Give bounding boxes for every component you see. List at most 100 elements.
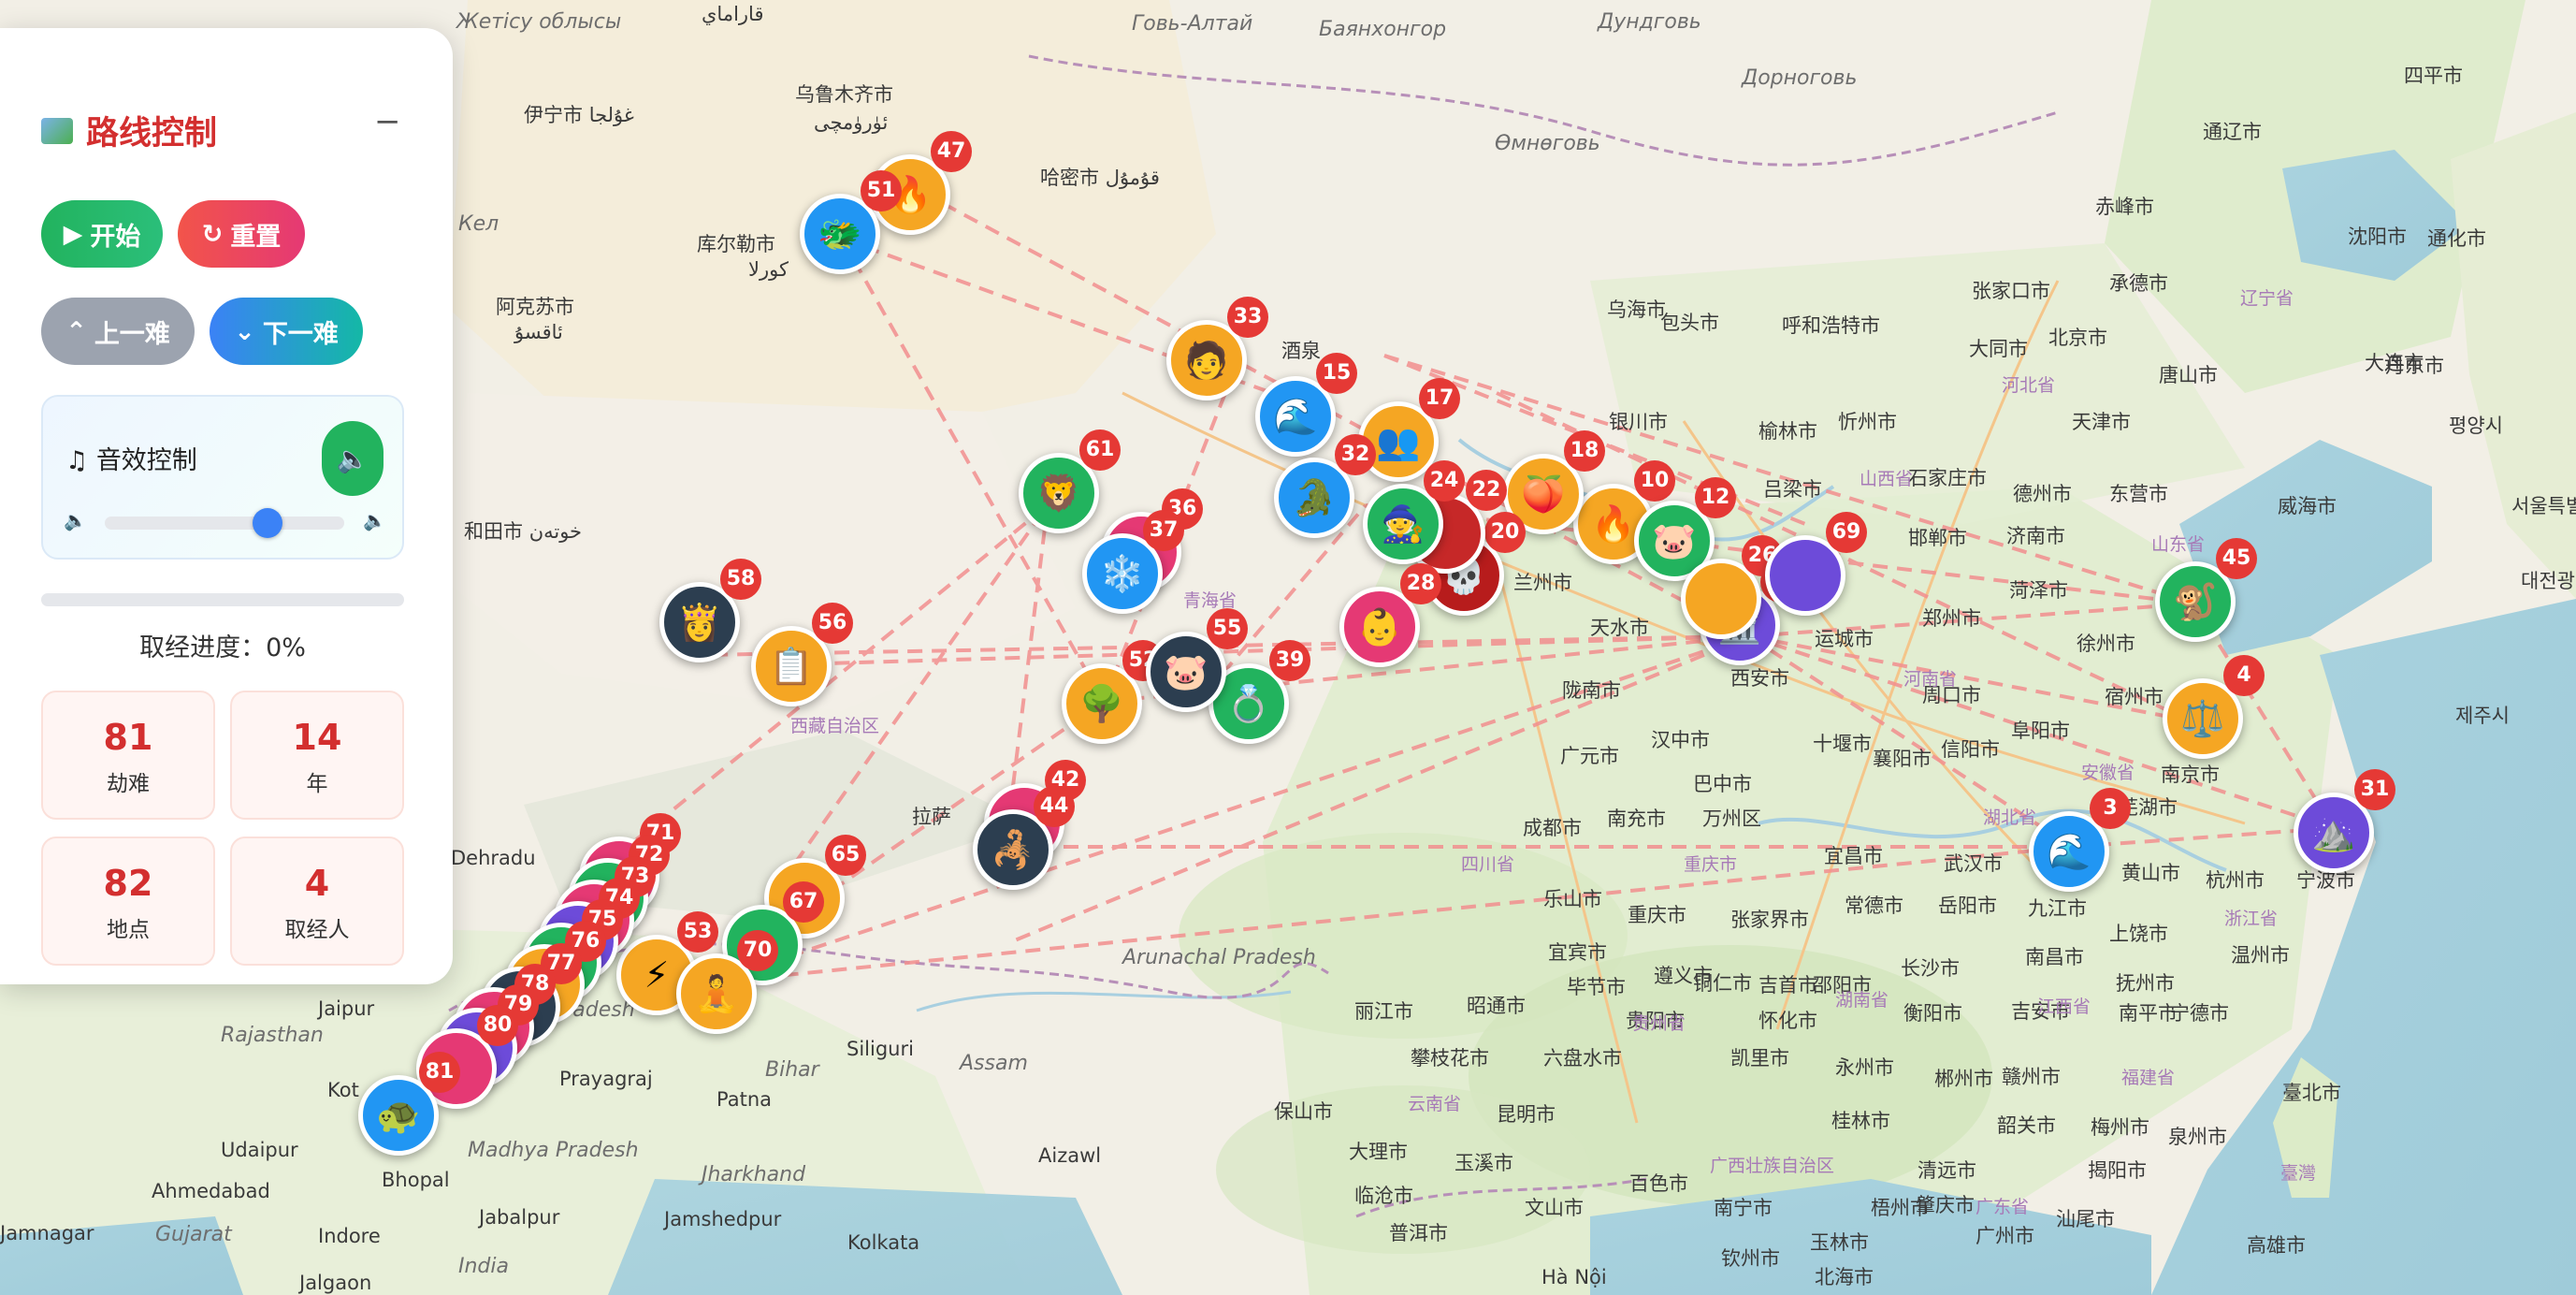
marker-icon: 🦁 (1036, 473, 1081, 514)
marker-number-badge: 17 (1419, 378, 1460, 419)
marker-icon: 🌊 (2047, 831, 2091, 872)
label-chongqing-prov: 重庆市 (1684, 854, 1737, 875)
stat-value: 82 (103, 863, 153, 904)
music-note-icon: ♫ (65, 446, 89, 475)
minimize-button[interactable]: − (374, 103, 401, 140)
label-nanchang: 南昌市 (2025, 946, 2084, 968)
label-chengdu: 成都市 (1523, 817, 1582, 839)
marker-icon: ⚡ (644, 954, 670, 996)
label-tianshui: 天水市 (1590, 617, 1649, 639)
route-marker[interactable]: ❄️ 37 (1082, 510, 1184, 614)
refresh-icon: ↻ (201, 219, 224, 249)
label-liaoning: 辽宁省 (2240, 288, 2294, 309)
route-marker[interactable]: 🐢 81 (358, 1052, 460, 1156)
label-dehradun: Dehradu (451, 847, 536, 869)
label-zhaotong: 昭通市 (1467, 995, 1526, 1017)
route-marker[interactable]: 👶 28 (1339, 563, 1441, 667)
stat-card-years: 14 年 (230, 691, 404, 820)
sound-toggle-button[interactable]: 🔈 (322, 421, 384, 496)
label-shaoguan: 韶关市 (1997, 1114, 2056, 1137)
label-hengyang: 衡阳市 (1903, 1002, 1962, 1025)
start-label: 开始 (90, 222, 141, 252)
next-step-button[interactable]: ⌄ 下一难 (210, 298, 363, 365)
route-marker[interactable]: ⚖️ 4 (2163, 655, 2265, 759)
route-marker[interactable]: 26 (1681, 535, 1783, 639)
label-gobi: Говь-Алтай (1132, 12, 1252, 36)
route-marker[interactable]: 🐒 45 (2155, 538, 2257, 642)
label-hotan: 和田市 خوتەن (464, 520, 582, 543)
label-huaihua: 怀化市 (1758, 1010, 1817, 1032)
label-jeju: 제주시 (2455, 705, 2510, 727)
route-marker[interactable]: 67 (722, 881, 824, 985)
prev-step-button[interactable]: ⌃ 上一难 (41, 298, 195, 365)
label-shandong: 山东省 (2151, 534, 2205, 555)
marker-number-badge: 55 (1207, 608, 1248, 649)
route-marker[interactable]: 🐷 55 (1146, 608, 1248, 712)
label-chongqing: 重庆市 (1628, 904, 1686, 926)
marker-icon: 🌊 (1273, 396, 1318, 437)
label-anhui: 安徽省 (2081, 763, 2135, 783)
marker-number-badge: 80 (477, 1005, 518, 1046)
stat-value: 14 (292, 717, 342, 758)
label-baoshan: 保山市 (1274, 1100, 1333, 1123)
route-marker[interactable]: 🧑 33 (1166, 297, 1268, 400)
label-xizang: 西藏自治区 (790, 716, 879, 736)
label-wuzhou: 梧州市 (1871, 1197, 1930, 1219)
label-xiangyang: 襄阳市 (1873, 748, 1932, 770)
label-pyongyang: 평양시 (2449, 415, 2503, 437)
route-marker[interactable]: 👸 58 (659, 559, 761, 662)
label-xuzhou: 徐州市 (2077, 633, 2135, 655)
label-kota: Kot (327, 1079, 359, 1101)
label-kolkata: Kolkata (847, 1231, 919, 1254)
label-jaipur: Jaipur (316, 997, 375, 1020)
marker-icon: 🐊 (1292, 477, 1337, 518)
label-panzhihua: 攀枝花市 (1411, 1047, 1489, 1069)
label-dundgovi: Дундговь (1597, 10, 1701, 34)
label-seoul: 서울특별시 (2511, 495, 2576, 517)
label-wenzhou: 温州市 (2231, 944, 2290, 967)
progress-label: 取经进度：0% (139, 633, 306, 662)
label-changde: 常德市 (1845, 895, 1903, 917)
route-marker[interactable]: 📋 56 (751, 603, 853, 706)
marker-icon: 🧑 (1184, 340, 1229, 381)
label-lasa: 拉萨 (912, 806, 951, 828)
label-dali: 大理市 (1349, 1141, 1408, 1163)
start-button[interactable]: ▶ 开始 (41, 200, 163, 268)
route-marker[interactable]: 🌊 3 (2029, 788, 2131, 892)
label-korla: 库尔勒市 (697, 233, 775, 255)
label-shiyan: 十堰市 (1813, 733, 1872, 755)
route-marker[interactable]: 🦂 44 (973, 786, 1075, 890)
reset-button[interactable]: ↻ 重置 (178, 200, 305, 268)
panel-title: 路线控制 (41, 107, 217, 154)
label-puer: 普洱市 (1389, 1222, 1448, 1244)
prev-label: 上一难 (94, 319, 170, 349)
route-marker[interactable]: 🧙 24 (1363, 460, 1465, 564)
volume-slider-thumb[interactable] (253, 508, 283, 538)
stat-value: 81 (103, 717, 153, 758)
route-marker[interactable]: 🧘 70 (676, 930, 778, 1034)
label-yinchuan: 银川市 (1609, 411, 1668, 433)
route-marker[interactable]: 🌳 52 (1062, 640, 1164, 744)
marker-icon: 🐢 (376, 1095, 421, 1136)
marker-icon: 🐷 (1164, 651, 1208, 692)
label-bijie: 毕节市 (1567, 976, 1626, 998)
label-yichang: 宜昌市 (1824, 845, 1883, 867)
route-marker[interactable]: ⛰️ 31 (2294, 769, 2395, 873)
label-yining: 伊宁市 غۇلجا (524, 104, 634, 126)
route-marker[interactable]: 🦁 61 (1019, 429, 1121, 533)
route-marker[interactable]: 🌊 15 (1255, 353, 1357, 457)
route-marker[interactable]: 69 (1765, 512, 1867, 616)
label-karamay: قاراماي (702, 3, 764, 25)
label-changsha: 长沙市 (1901, 957, 1960, 980)
route-marker[interactable]: 🐊 32 (1274, 434, 1376, 538)
label-urumqi-ug: ئۈرۈمچی (814, 111, 888, 134)
route-marker[interactable]: 🐲 51 (800, 170, 902, 274)
volume-slider[interactable] (105, 508, 344, 538)
label-jishou: 吉首市 (1758, 974, 1817, 997)
marker-icon: 👶 (1357, 606, 1402, 648)
marker-number-badge: 22 (1466, 470, 1507, 511)
marker-icon: 🐒 (2173, 581, 2218, 622)
label-fujian: 福建省 (2121, 1068, 2175, 1088)
route-control-panel: 路线控制 − ▶ 开始 ↻ 重置 ⌃ 上一难 ⌄ 下一难 ♫ 音效控制 🔈 🔈 … (0, 28, 453, 984)
